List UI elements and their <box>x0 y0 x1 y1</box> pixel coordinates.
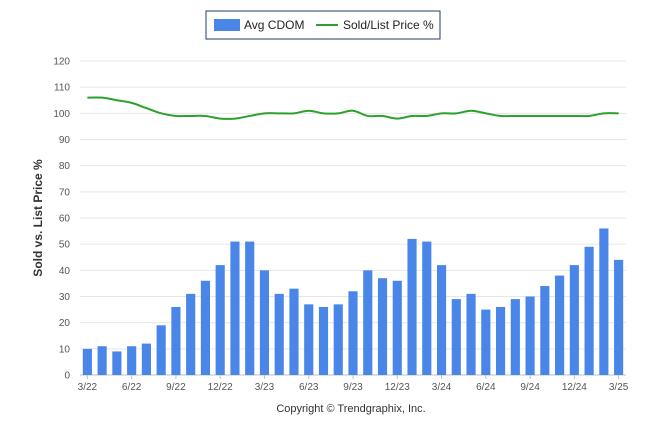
legend-swatch-avg-cdom <box>214 19 240 31</box>
y-tick-label: 20 <box>59 318 71 329</box>
y-tick-label: 90 <box>59 135 71 146</box>
bar <box>156 325 166 375</box>
bar <box>525 296 535 375</box>
y-tick-label: 80 <box>59 161 71 172</box>
y-tick-labels: 0 10 20 30 40 50 60 70 80 90 100 110 120 <box>53 57 70 382</box>
x-tick-label: 6/23 <box>299 382 319 393</box>
bar <box>540 286 550 375</box>
gridlines <box>80 60 626 376</box>
x-tick-label: 9/23 <box>343 382 363 393</box>
bar <box>436 265 447 375</box>
bar <box>584 246 594 375</box>
bar <box>304 304 314 375</box>
bar <box>171 306 181 375</box>
bar <box>481 309 491 375</box>
bar <box>348 291 358 375</box>
copyright-text: Copyright © Trendgraphix, Inc. <box>276 403 425 415</box>
bar <box>363 270 373 375</box>
bars <box>82 228 624 375</box>
bar <box>392 280 402 375</box>
legend-label-sold-list: Sold/List Price % <box>343 18 434 32</box>
y-tick-label: 120 <box>53 57 70 68</box>
bar <box>407 238 417 375</box>
x-tick-label: 9/24 <box>520 382 540 393</box>
bar <box>141 343 151 375</box>
legend-label-avg-cdom: Avg CDOM <box>244 18 304 32</box>
x-tick-labels: 3/22 6/22 9/22 12/22 3/23 6/23 9/23 12/23 3/24 6/… <box>78 375 629 393</box>
y-tick-label: 40 <box>59 266 71 277</box>
x-tick-label: 6/22 <box>122 382 142 393</box>
bar <box>112 351 122 375</box>
sold-list-price-line <box>87 96 619 120</box>
bar <box>377 278 388 375</box>
x-tick-label: 3/25 <box>609 382 629 393</box>
bar <box>186 293 196 375</box>
y-tick-label: 60 <box>59 214 71 225</box>
bar <box>451 299 461 375</box>
x-tick-label: 3/24 <box>432 382 452 393</box>
bar <box>495 306 506 375</box>
x-tick-label: 3/23 <box>255 382 275 393</box>
bar <box>599 228 609 375</box>
bar <box>318 306 329 375</box>
bar <box>569 265 579 375</box>
y-tick-label: 0 <box>64 371 70 382</box>
bar <box>510 299 520 375</box>
y-axis-title: Sold vs. List Price % <box>31 159 45 277</box>
legend: Avg CDOM Sold/List Price % <box>205 10 441 40</box>
bar <box>466 293 476 375</box>
bar <box>289 288 299 375</box>
bar <box>82 348 92 375</box>
x-tick-label: 9/22 <box>166 382 186 393</box>
x-tick-label: 3/22 <box>78 382 98 393</box>
x-tick-label: 12/23 <box>385 382 410 393</box>
y-tick-label: 10 <box>59 344 71 355</box>
bar <box>274 293 284 375</box>
bar <box>333 304 343 375</box>
bar <box>422 241 432 375</box>
bar <box>259 270 270 375</box>
bar <box>215 265 225 375</box>
bar <box>245 241 255 375</box>
x-tick-label: 12/24 <box>562 382 587 393</box>
x-tick-label: 12/22 <box>208 382 233 393</box>
y-tick-label: 50 <box>59 240 71 251</box>
bar <box>614 259 624 375</box>
bar <box>97 346 107 375</box>
bar <box>230 241 240 375</box>
bar <box>127 346 137 375</box>
x-tick-label: 6/24 <box>476 382 496 393</box>
bar <box>555 275 565 375</box>
price-line <box>87 96 619 120</box>
y-tick-label: 110 <box>54 83 70 94</box>
y-tick-label: 30 <box>59 292 71 303</box>
y-tick-label: 70 <box>59 187 71 198</box>
bar <box>200 280 211 375</box>
y-tick-label: 100 <box>53 109 70 120</box>
